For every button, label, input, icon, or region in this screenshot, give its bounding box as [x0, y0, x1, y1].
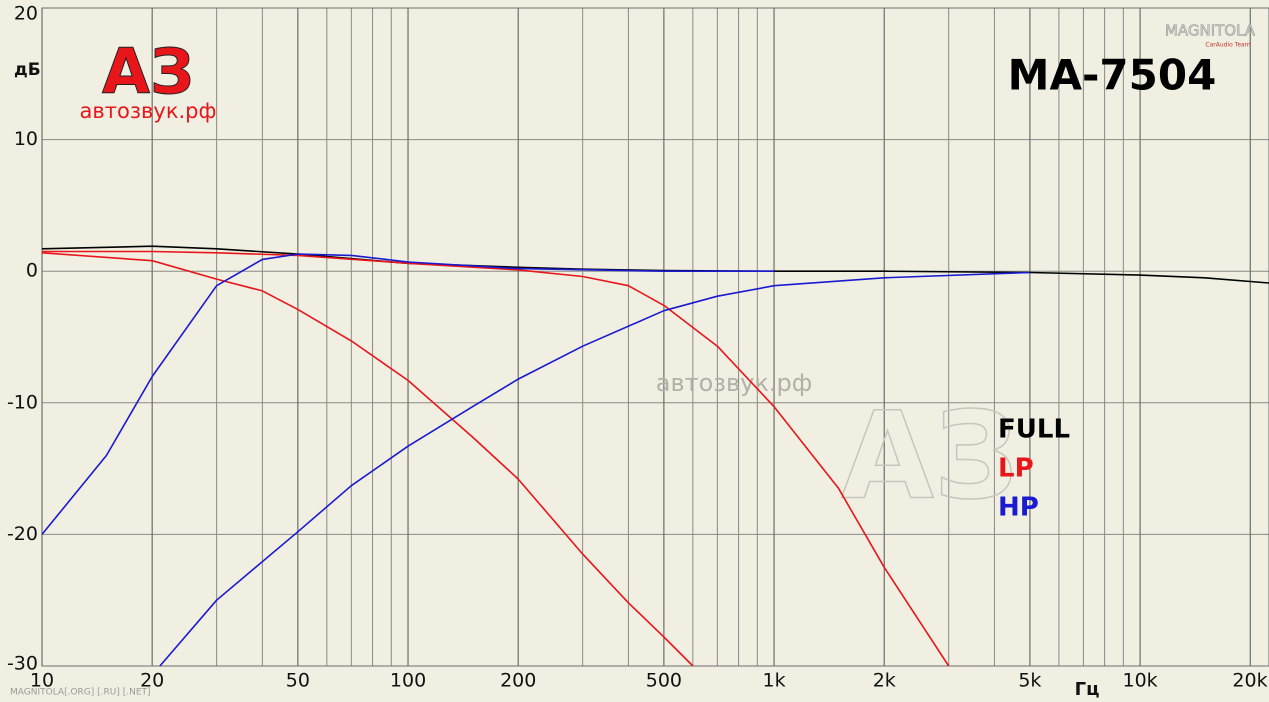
- footer: MAGNITOLA[.ORG] [.RU] [.NET]: [10, 688, 151, 698]
- response-curve: [41, 253, 775, 535]
- legend: FULL LP HP: [998, 415, 1070, 523]
- chart-title: MA-7504: [1008, 51, 1217, 100]
- logo-sub: автозвук.рф: [80, 99, 217, 123]
- curves: [41, 245, 1269, 667]
- x-tick-label: 100: [390, 670, 426, 692]
- x-tick-label: 20: [140, 670, 164, 692]
- legend-entry: FULL: [998, 415, 1070, 445]
- brand: MAGNITOLA: [1165, 22, 1256, 40]
- x-tick-label: 5k: [1018, 670, 1041, 692]
- y-tick-label: -30: [7, 653, 38, 675]
- response-curve: [41, 252, 694, 667]
- x-tick-label: 500: [646, 670, 682, 692]
- x-tick-label: 2k: [873, 670, 896, 692]
- x-axis-label: Гц: [1075, 679, 1100, 700]
- x-tick-label: 20k: [1232, 670, 1267, 692]
- y-tick-label: 0: [26, 260, 38, 282]
- x-tick-label: 1k: [763, 670, 786, 692]
- logo: АЗ: [102, 35, 194, 108]
- y-tick-label: 20: [14, 3, 38, 25]
- x-tick-label: 10: [30, 670, 54, 692]
- legend-entry: HP: [998, 493, 1039, 523]
- legend-logo: АЗ: [841, 388, 1019, 527]
- grid: [41, 7, 1269, 667]
- y-tick-label: -10: [7, 391, 38, 413]
- x-tick-label: 10k: [1122, 670, 1157, 692]
- brand-sub: CarAudio Team: [1205, 42, 1250, 49]
- watermark: автозвук.рф: [656, 369, 813, 397]
- x-tick-label: 200: [500, 670, 536, 692]
- y-tick-label: -20: [7, 523, 38, 545]
- x-tick-label: 50: [286, 670, 310, 692]
- response-curve: [42, 250, 950, 667]
- y-axis-label: дБ: [14, 60, 41, 80]
- legend-entry: LP: [998, 454, 1034, 484]
- plot-frame: [41, 7, 1269, 667]
- response-curve: [159, 271, 1030, 667]
- y-tick-label: 10: [14, 128, 38, 150]
